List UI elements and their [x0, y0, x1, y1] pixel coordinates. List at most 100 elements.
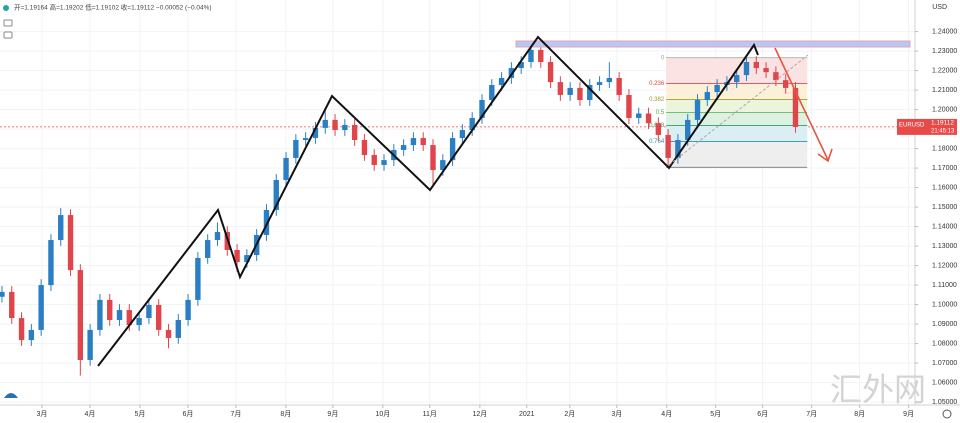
- x-tick-label: 5月: [134, 410, 145, 418]
- price-tag: EURUSD 1.19112 21:45:13: [897, 118, 957, 135]
- fib-level-label: 0: [661, 55, 665, 61]
- y-tick-label: 1.21000: [932, 87, 957, 94]
- forecast-arrow-head: [817, 148, 833, 163]
- candle-body: [489, 85, 495, 101]
- x-tick-label: 4月: [84, 410, 95, 418]
- candle-body: [361, 140, 368, 156]
- fib-band: [666, 99, 808, 113]
- x-tick-label: 2021: [519, 411, 535, 418]
- y-tick-label: 1.16000: [932, 184, 957, 191]
- x-tick-label: 2月: [564, 410, 575, 418]
- candle-body: [175, 319, 181, 338]
- x-tick-label: 3月: [36, 410, 47, 418]
- candle-body: [734, 75, 740, 83]
- candle-body: [351, 124, 358, 141]
- ohlc-header: 开=1.19164 高=1.19202 低=1.19102 收=1.19112 …: [14, 3, 212, 12]
- candle-body: [547, 62, 554, 83]
- y-tick-label: 1.18000: [932, 145, 957, 152]
- candle-body: [665, 134, 671, 158]
- candle-body: [0, 291, 5, 297]
- candle-body: [440, 160, 446, 171]
- candle-body: [18, 318, 25, 341]
- x-tick-label: 12月: [472, 410, 487, 418]
- logo: [4, 393, 18, 398]
- candle-body: [165, 329, 172, 338]
- candle-body: [302, 138, 309, 141]
- candle-body: [263, 210, 270, 235]
- x-tick-label: 9月: [903, 410, 914, 418]
- x-tick-label: 11月: [423, 410, 437, 418]
- candle-body: [792, 87, 799, 127]
- candle-body: [753, 62, 759, 69]
- candle-body: [136, 318, 142, 326]
- candle-body: [273, 179, 279, 211]
- candle-body: [400, 145, 407, 150]
- candle-body: [185, 299, 191, 320]
- candle-body: [332, 119, 338, 131]
- candle-body: [645, 113, 652, 124]
- x-tick-label: 6月: [182, 410, 193, 418]
- candle-body: [28, 329, 35, 341]
- fib-band: [666, 125, 808, 142]
- candle-body: [587, 85, 593, 101]
- x-tick-label: 8月: [280, 410, 291, 418]
- candle-body: [685, 119, 691, 141]
- candle-body: [420, 138, 426, 146]
- candle-body: [48, 240, 54, 286]
- candle-body: [596, 82, 603, 86]
- fib-trend-line: [668, 54, 809, 166]
- candle-body: [293, 140, 299, 158]
- x-tick-label: 7月: [806, 410, 817, 418]
- last-price-label: 1.19112: [931, 120, 954, 127]
- candle-body: [283, 157, 289, 180]
- y-tick-label: 1.08000: [932, 340, 957, 347]
- settings-gear[interactable]: [942, 409, 952, 419]
- price-tag-box: [897, 118, 957, 135]
- candle-body: [528, 49, 534, 63]
- candle-body: [655, 123, 662, 135]
- zigzag-drawing: [97, 35, 759, 367]
- settings-icon[interactable]: [3, 31, 13, 39]
- fib-band: [666, 83, 808, 100]
- candle-body: [498, 77, 505, 86]
- candle-body: [469, 117, 475, 131]
- x-tick-label: 3月: [611, 410, 622, 418]
- y-tick-label: 1.09000: [932, 321, 957, 328]
- y-tick-label: 1.10000: [932, 301, 957, 308]
- candle-body: [714, 85, 720, 93]
- candle-body: [538, 49, 544, 63]
- candle-body: [557, 82, 564, 95]
- eye-icon[interactable]: [3, 19, 13, 27]
- candle-body: [312, 127, 319, 139]
- candle-body: [626, 94, 632, 118]
- candle-body: [116, 310, 123, 320]
- status-dot: [3, 5, 9, 11]
- candle-body: [567, 87, 573, 95]
- candle-body: [763, 68, 769, 73]
- candle-body: [156, 304, 162, 330]
- candle-body: [449, 138, 456, 161]
- currency-label: USD: [932, 4, 947, 11]
- candle-body: [694, 100, 701, 120]
- candle-body: [58, 215, 64, 241]
- candle-body: [518, 62, 524, 69]
- y-tick-label: 1.17000: [932, 165, 957, 172]
- x-tick-label: 9月: [327, 410, 338, 418]
- y-tick-label: 1.12000: [932, 262, 957, 269]
- symbol-label: EURUSD: [899, 122, 925, 128]
- candle-body: [371, 155, 377, 165]
- candle-body: [244, 255, 250, 263]
- y-tick-label: 1.11000: [932, 282, 957, 289]
- y-tick-label: 1.24000: [932, 28, 957, 35]
- y-tick-label: 1.07000: [932, 360, 957, 367]
- forecast-arrow: [774, 47, 829, 161]
- candle-body: [381, 160, 387, 165]
- candle-body: [195, 257, 201, 300]
- fib-level-label: 0.382: [649, 97, 665, 103]
- fib-level-label: 0.5: [656, 110, 665, 116]
- fib-level-label: 0.764: [649, 139, 665, 145]
- resistance-zone: [515, 40, 911, 48]
- candle-body: [704, 92, 711, 101]
